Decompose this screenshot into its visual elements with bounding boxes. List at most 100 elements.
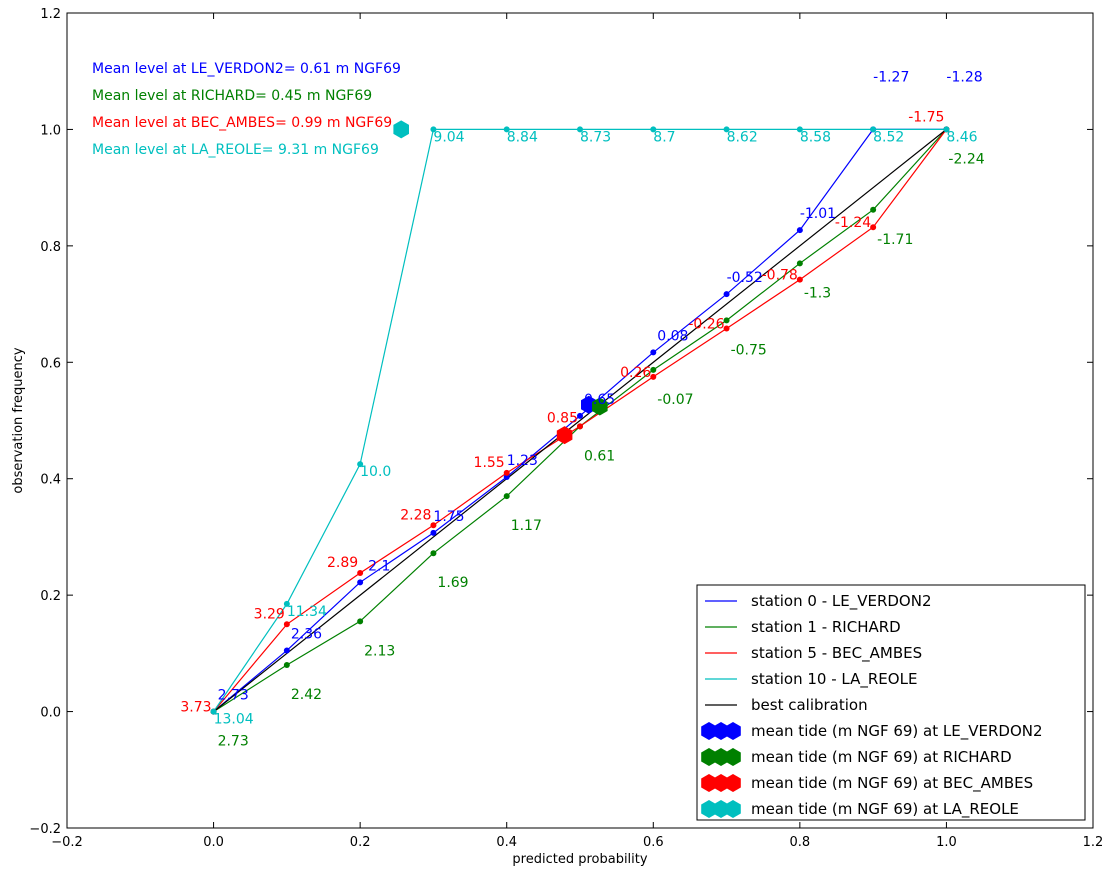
- data-point-3-0: [210, 708, 217, 715]
- legend-label-5: mean tide (m NGF 69) at LE_VERDON2: [751, 722, 1043, 741]
- legend-marker-5-0: [701, 722, 717, 740]
- legend-label-3: station 10 - LA_REOLE: [751, 670, 917, 689]
- data-label-3-7: 8.62: [727, 129, 758, 145]
- data-label-3-10: 8.46: [946, 129, 977, 145]
- x-tick-label-6: 1.0: [936, 835, 957, 850]
- data-point-1-6: [650, 366, 657, 373]
- legend-marker-5-2: [725, 722, 741, 740]
- data-label-1-4: 1.17: [511, 518, 542, 534]
- data-label-1-2: 2.13: [364, 643, 395, 659]
- x-tick-label-4: 0.6: [643, 835, 664, 850]
- data-label-2-8: -0.78: [762, 268, 798, 284]
- data-point-0-7: [723, 291, 730, 298]
- data-label-1-8: -1.3: [804, 285, 831, 301]
- data-label-0-6: 0.08: [657, 328, 688, 344]
- mean-tide-marker-2: [556, 426, 573, 445]
- mean-tide-marker-1: [592, 397, 608, 416]
- data-label-3-6: 8.7: [653, 129, 675, 145]
- y-tick-label-1: 0.0: [40, 706, 61, 721]
- legend-label-1: station 1 - RICHARD: [751, 618, 901, 636]
- y-tick-label-2: 0.2: [40, 589, 61, 604]
- data-label-3-5: 8.73: [580, 129, 611, 145]
- y-tick-label-6: 1.0: [40, 123, 61, 138]
- data-label-0-5: 0.65: [584, 392, 615, 408]
- legend-label-0: station 0 - LE_VERDON2: [751, 592, 932, 611]
- data-label-3-8: 8.58: [800, 129, 831, 145]
- y-axis-label: observation frequency: [11, 347, 26, 494]
- x-tick-label-7: 1.2: [1083, 835, 1104, 850]
- y-tick-label-4: 0.6: [40, 356, 61, 371]
- legend-marker-7-2: [725, 774, 741, 792]
- x-tick-label-1: 0.0: [203, 835, 224, 850]
- legend-marker-8-0: [701, 800, 717, 818]
- data-label-1-7: -0.75: [731, 342, 767, 358]
- data-point-2-3: [430, 522, 437, 529]
- legend-marker-6-0: [701, 748, 717, 766]
- data-point-2-9: [870, 224, 877, 231]
- data-point-2-1: [283, 621, 290, 628]
- x-axis-label: predicted probability: [512, 852, 647, 867]
- data-label-0-4: 1.23: [507, 453, 538, 469]
- annotations-layer: Mean level at LE_VERDON2= 0.61 m NGF69 Me…: [92, 61, 401, 158]
- data-label-0-8: -1.01: [800, 206, 836, 222]
- data-point-0-1: [283, 647, 290, 654]
- legend-marker-8-2: [725, 800, 741, 818]
- x-tick-label-3: 0.4: [496, 835, 517, 850]
- legend-label-7: mean tide (m NGF 69) at BEC_AMBES: [751, 774, 1033, 793]
- data-point-3-3: [430, 126, 437, 133]
- annotation-0: Mean level at LE_VERDON2= 0.61 m NGF69: [92, 61, 401, 77]
- data-label-3-4: 8.84: [507, 129, 538, 145]
- data-point-3-1: [283, 600, 290, 607]
- data-label-3-3: 9.04: [433, 129, 464, 145]
- data-label-0-3: 1.75: [433, 509, 464, 525]
- legend-label-6: mean tide (m NGF 69) at RICHARD: [751, 748, 1012, 766]
- legend-label-2: station 5 - BEC_AMBES: [751, 644, 922, 663]
- annotation-3: Mean level at LA_REOLE= 9.31 m NGF69: [92, 142, 379, 158]
- data-label-3-0: 13.04: [214, 712, 254, 728]
- data-label-2-7: -0.26: [688, 317, 724, 333]
- x-tick-label-2: 0.2: [350, 835, 371, 850]
- data-label-2-0: 3.73: [180, 700, 211, 716]
- data-label-1-1: 2.42: [291, 687, 322, 703]
- x-tick-label-5: 0.8: [790, 835, 811, 850]
- legend-label-4: best calibration: [751, 696, 868, 714]
- points-layer: [210, 126, 950, 715]
- data-point-2-5: [577, 423, 583, 430]
- mean-tide-marker-3: [393, 120, 409, 139]
- ticks-layer: −0.2 0.0 0.2 0.4 0.6 0.8 1.0 1.2 −0.2 0.0 0.2 0.4 0.…: [29, 7, 1103, 850]
- y-tick-label-3: 0.4: [40, 473, 61, 488]
- data-label-2-1: 3.29: [254, 606, 285, 622]
- legend-marker-6-1: [713, 748, 729, 766]
- data-label-3-1: 11.34: [287, 604, 327, 620]
- legend-marker-7-1: [713, 774, 729, 792]
- data-label-3-2: 10.0: [360, 464, 391, 480]
- data-point-3-7: [723, 126, 730, 133]
- data-label-0-10: -1.28: [946, 69, 982, 85]
- y-tick-label-7: 1.2: [40, 7, 61, 22]
- data-label-1-5: 0.61: [584, 448, 615, 464]
- x-tick-label-0: −0.2: [51, 835, 83, 850]
- data-label-2-3: 2.28: [400, 507, 431, 523]
- data-label-0-2: 2.1: [368, 558, 390, 574]
- series-line-4: [213, 128, 947, 713]
- legend-marker-8-1: [713, 800, 729, 818]
- data-point-0-2: [357, 579, 364, 586]
- plot-frame: [66, 12, 1094, 829]
- data-point-0-3: [430, 529, 437, 536]
- data-point-1-8: [796, 260, 803, 267]
- data-point-0-5: [577, 412, 583, 419]
- data-point-3-9: [870, 126, 877, 133]
- legend-label-8: mean tide (m NGF 69) at LA_REOLE: [751, 800, 1019, 819]
- legend-marker-6-2: [725, 748, 741, 766]
- data-point-3-4: [503, 126, 510, 133]
- data-label-2-10: -1.75: [908, 109, 944, 125]
- data-point-3-2: [357, 461, 364, 468]
- annotation-2: Mean level at BEC_AMBES= 0.99 m NGF69: [92, 115, 392, 131]
- data-point-1-9: [870, 206, 877, 213]
- data-label-1-10: -2.24: [948, 151, 984, 167]
- data-point-2-7: [723, 325, 730, 332]
- data-point-1-4: [503, 493, 510, 500]
- legend-box: [696, 584, 1086, 821]
